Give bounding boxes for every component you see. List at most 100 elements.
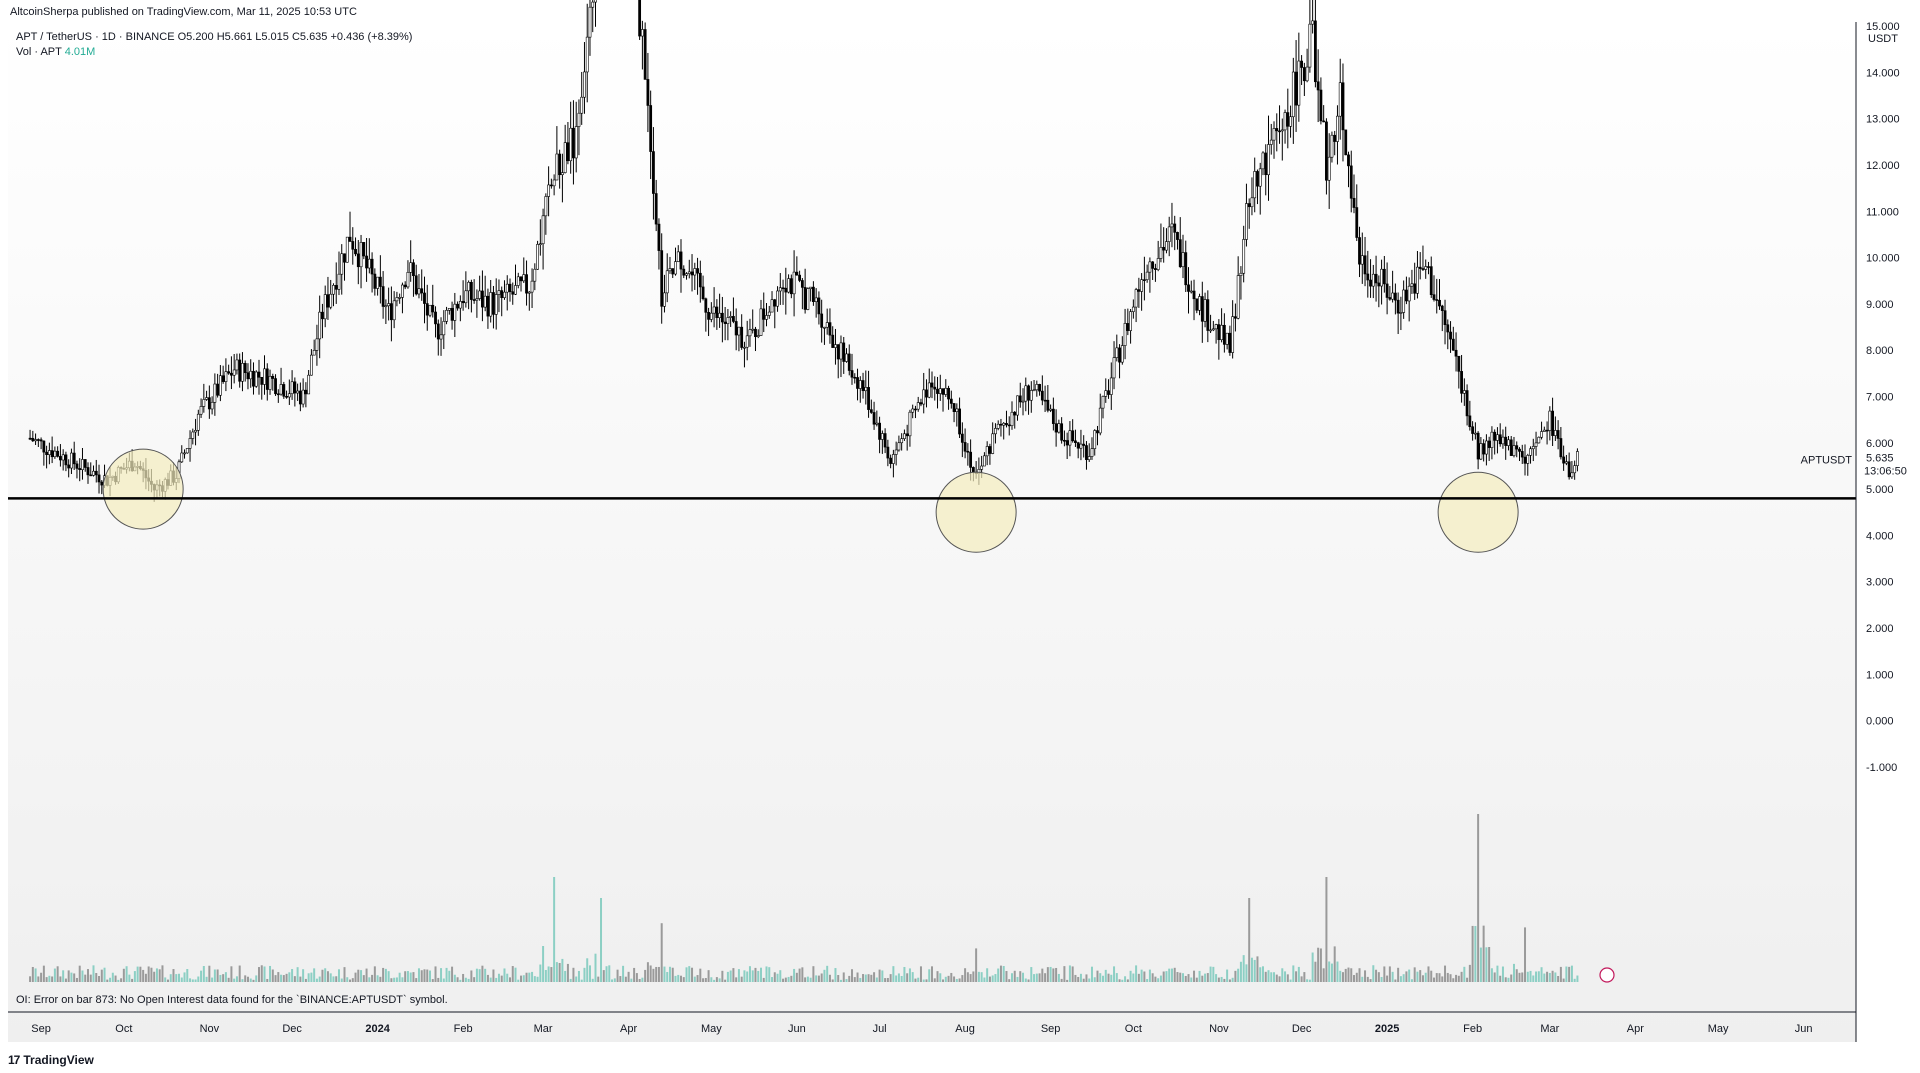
candle-body bbox=[387, 303, 391, 307]
candle-body bbox=[1454, 349, 1458, 357]
candle-body bbox=[966, 450, 970, 453]
volume-bar bbox=[142, 969, 145, 982]
volume-bar bbox=[878, 969, 881, 982]
candle-body bbox=[657, 223, 661, 251]
volume-bar bbox=[1308, 979, 1311, 982]
volume-bar bbox=[1438, 973, 1441, 982]
candle-body bbox=[1206, 299, 1210, 331]
volume-bar bbox=[964, 968, 967, 982]
volume-bar bbox=[759, 967, 762, 982]
volume-bar bbox=[1463, 966, 1466, 982]
volume-bar bbox=[1184, 975, 1187, 982]
time-tick-label: Oct bbox=[1125, 1023, 1142, 1035]
volume-bar bbox=[164, 977, 167, 982]
candle-body bbox=[1297, 60, 1301, 106]
candle-body bbox=[472, 299, 476, 301]
volume-bar bbox=[539, 964, 542, 982]
volume-bar bbox=[255, 975, 258, 982]
candle-body bbox=[947, 387, 950, 400]
candle-body bbox=[925, 389, 928, 398]
volume-bar bbox=[1372, 965, 1375, 982]
volume-bar bbox=[649, 965, 652, 982]
volume-bar bbox=[682, 977, 685, 982]
time-tick-label: Apr bbox=[620, 1023, 637, 1035]
volume-bar bbox=[1044, 973, 1047, 982]
candle-body bbox=[1038, 384, 1041, 392]
volume-bar bbox=[1377, 972, 1380, 982]
candle-body bbox=[1509, 439, 1513, 456]
candle-body bbox=[1118, 347, 1121, 363]
candle-body bbox=[1043, 399, 1047, 402]
volume-bar bbox=[1013, 970, 1016, 982]
candle-body bbox=[1123, 323, 1127, 346]
candle-body bbox=[196, 413, 200, 431]
volume-bar bbox=[186, 968, 189, 982]
candle-body bbox=[218, 375, 222, 396]
candle-body bbox=[1366, 273, 1370, 281]
volume-bar bbox=[467, 978, 470, 982]
volume-bar bbox=[870, 974, 873, 982]
candle-body bbox=[944, 387, 948, 395]
volume-bar bbox=[718, 978, 721, 982]
volume-bar bbox=[1157, 978, 1160, 982]
volume-bar bbox=[980, 972, 983, 982]
volume-bar bbox=[735, 977, 738, 982]
volume-bar bbox=[1242, 955, 1245, 982]
volume-bar bbox=[1090, 966, 1093, 982]
candle-body bbox=[1140, 279, 1144, 292]
candle-body bbox=[381, 286, 385, 307]
candle-body bbox=[1228, 332, 1232, 353]
volume-bar bbox=[740, 976, 743, 982]
volume-bar bbox=[1024, 978, 1027, 982]
volume-bar bbox=[393, 977, 396, 982]
candle-body bbox=[872, 412, 876, 425]
candle-body bbox=[1393, 292, 1397, 301]
candle-body bbox=[1352, 197, 1356, 208]
candle-body bbox=[1129, 311, 1132, 331]
candle-body bbox=[392, 300, 396, 321]
candle-body bbox=[221, 375, 225, 382]
volume-bar bbox=[580, 979, 583, 982]
volume-bar bbox=[73, 973, 76, 982]
candle-body bbox=[1209, 329, 1212, 332]
candle-body bbox=[268, 375, 272, 390]
candle-body bbox=[412, 262, 415, 277]
volume-bar bbox=[784, 977, 787, 982]
price-tick-label: 14.000 bbox=[1866, 67, 1900, 79]
candle-body bbox=[1198, 296, 1201, 311]
time-tick-label: 2025 bbox=[1375, 1023, 1399, 1035]
candle-body bbox=[1253, 171, 1257, 199]
volume-bar bbox=[862, 974, 865, 982]
volume-bar bbox=[1452, 978, 1455, 982]
volume-bar bbox=[553, 877, 556, 982]
volume-bar bbox=[765, 966, 768, 982]
candle-body bbox=[249, 370, 253, 380]
volume-bar bbox=[779, 970, 782, 982]
candle-body bbox=[1399, 312, 1403, 314]
volume-bar bbox=[1275, 974, 1278, 982]
candle-body bbox=[845, 353, 848, 362]
tradingview-footer[interactable]: 17 TradingView bbox=[8, 1053, 94, 1067]
candle-body bbox=[1275, 128, 1279, 132]
volume-bar bbox=[1341, 972, 1344, 982]
volume-bar bbox=[577, 970, 580, 982]
volume-bar bbox=[175, 974, 178, 982]
chart-background[interactable] bbox=[8, 22, 1858, 1042]
volume-bar bbox=[106, 979, 109, 982]
candle-body bbox=[514, 285, 517, 295]
volume-bar bbox=[304, 978, 307, 982]
volume-bar bbox=[1284, 971, 1287, 982]
volume-bar bbox=[326, 971, 329, 982]
volume-bar bbox=[365, 968, 368, 982]
candle-body bbox=[737, 326, 741, 336]
volume-bar bbox=[616, 969, 619, 982]
candle-body bbox=[1515, 445, 1519, 450]
candle-body bbox=[183, 452, 186, 455]
volume-bar bbox=[1388, 966, 1391, 982]
alert-lightning-icon[interactable] bbox=[1599, 967, 1615, 983]
time-tick-label: May bbox=[1708, 1023, 1729, 1035]
volume-bar bbox=[652, 968, 655, 982]
volume-bar bbox=[1226, 969, 1229, 982]
candle-body bbox=[1553, 430, 1557, 436]
